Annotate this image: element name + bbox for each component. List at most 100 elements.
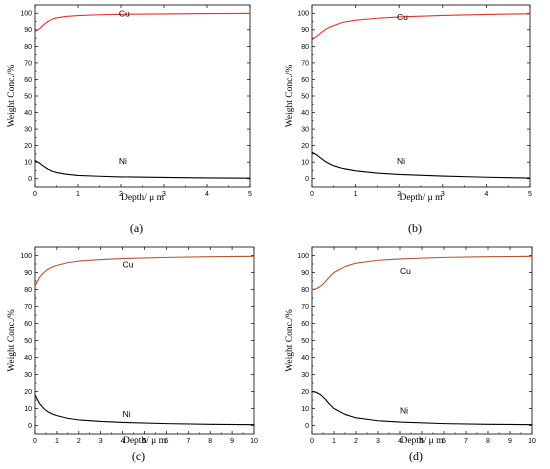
- y-tick-label: 10: [301, 160, 309, 167]
- y-tick-label: 80: [301, 287, 309, 294]
- series-label-ni: Ni: [397, 156, 405, 166]
- x-tick-label: 4: [121, 438, 125, 445]
- series-line-ni: [34, 159, 251, 179]
- y-tick-label: 0: [28, 176, 32, 183]
- series-label-cu: Cu: [119, 9, 130, 19]
- x-tick-label: 0: [33, 191, 37, 198]
- series-label-ni: Ni: [400, 406, 408, 416]
- y-tick-label: 90: [24, 270, 32, 277]
- y-tick-label: 100: [297, 11, 309, 18]
- y-tick-label: 100: [20, 11, 32, 18]
- y-tick-label: 50: [24, 338, 32, 345]
- y-tick-label: 0: [305, 176, 309, 183]
- y-tick-label: 40: [24, 110, 32, 117]
- y-tick-label: 20: [301, 389, 309, 396]
- x-axis-label: Depth/ μ m: [123, 436, 167, 446]
- y-tick-label: 0: [305, 423, 309, 430]
- y-tick-label: 10: [24, 406, 32, 413]
- x-tick-label: 0: [310, 438, 314, 445]
- series-line-cu: [34, 12, 251, 33]
- series-label-cu: Cu: [397, 12, 408, 22]
- y-tick-label: 70: [301, 60, 309, 67]
- y-tick-label: 60: [24, 321, 32, 328]
- x-tick-label: 5: [143, 438, 147, 445]
- x-tick-label: 5: [528, 191, 532, 198]
- x-tick-label: 4: [205, 191, 209, 198]
- x-tick-label: 6: [164, 438, 168, 445]
- x-axis-label: Depth/ μ m: [399, 193, 443, 203]
- x-tick-label: 2: [397, 191, 401, 198]
- y-tick-label: 20: [301, 143, 309, 150]
- x-tick-label: 3: [441, 191, 445, 198]
- y-tick-label: 70: [24, 304, 32, 311]
- y-tick-label: 30: [24, 372, 32, 379]
- x-tick-label: 7: [186, 438, 190, 445]
- series-line-cu: [311, 255, 533, 291]
- y-tick-label: 80: [24, 287, 32, 294]
- y-tick-label: 0: [28, 423, 32, 430]
- y-tick-label: 60: [301, 77, 309, 84]
- series-label-ni: Ni: [123, 409, 131, 419]
- y-tick-label: 60: [301, 321, 309, 328]
- x-tick-label: 7: [464, 438, 468, 445]
- panel-label: (a): [130, 221, 143, 235]
- x-tick-label: 6: [442, 438, 446, 445]
- y-tick-label: 80: [24, 44, 32, 51]
- series-line-cu: [34, 255, 255, 287]
- y-tick-label: 30: [301, 372, 309, 379]
- series-line-ni: [34, 394, 255, 426]
- y-tick-label: 30: [24, 126, 32, 133]
- x-tick-label: 5: [248, 191, 252, 198]
- y-tick-label: 90: [301, 270, 309, 277]
- chart-panel-c: 0 1 2 3 4 5 6 7 8 9 100102030405060708090100CuNiDe…: [7, 246, 258, 463]
- x-tick-label: 2: [354, 438, 358, 445]
- y-tick-label: 90: [301, 27, 309, 34]
- y-tick-label: 40: [301, 110, 309, 117]
- y-tick-label: 20: [24, 389, 32, 396]
- y-axis-label: Weight Conc./%: [7, 309, 17, 372]
- x-tick-label: 3: [376, 438, 380, 445]
- y-tick-label: 80: [301, 44, 309, 51]
- series-label-cu: Cu: [123, 259, 134, 269]
- x-axis-label: Depth/ μ m: [400, 436, 444, 446]
- y-tick-label: 70: [301, 304, 309, 311]
- x-tick-label: 9: [230, 438, 234, 445]
- y-axis-label: Weight Conc./%: [285, 65, 295, 128]
- y-tick-label: 90: [24, 27, 32, 34]
- series-line-cu: [311, 13, 531, 41]
- panel-label: (c): [132, 449, 145, 463]
- x-tick-label: 9: [508, 438, 512, 445]
- y-tick-label: 60: [24, 77, 32, 84]
- x-tick-label: 5: [420, 438, 424, 445]
- x-tick-label: 2: [119, 191, 123, 198]
- plot-frame: [34, 4, 251, 188]
- x-axis-label: Depth/ μ m: [121, 193, 165, 203]
- x-tick-label: 10: [528, 438, 536, 445]
- x-tick-label: 1: [354, 191, 358, 198]
- y-tick-label: 50: [301, 338, 309, 345]
- plot-frame: [311, 246, 533, 435]
- x-tick-label: 1: [55, 438, 59, 445]
- x-tick-label: 10: [250, 438, 258, 445]
- y-tick-label: 40: [301, 355, 309, 362]
- y-tick-label: 10: [301, 406, 309, 413]
- x-tick-label: 0: [33, 438, 37, 445]
- x-tick-label: 4: [484, 191, 488, 198]
- panel-label: (b): [408, 221, 422, 235]
- plot-frame: [311, 4, 531, 188]
- x-tick-label: 8: [208, 438, 212, 445]
- y-tick-label: 50: [301, 93, 309, 100]
- x-tick-label: 8: [486, 438, 490, 445]
- x-tick-label: 4: [398, 438, 402, 445]
- x-tick-label: 0: [310, 191, 314, 198]
- y-axis-label: Weight Conc./%: [7, 65, 17, 128]
- y-tick-label: 30: [301, 126, 309, 133]
- x-tick-label: 2: [77, 438, 81, 445]
- y-tick-label: 40: [24, 355, 32, 362]
- series-line-ni: [311, 151, 531, 179]
- y-axis-label: Weight Conc./%: [285, 309, 295, 372]
- panel-label: (d): [409, 449, 423, 463]
- x-tick-label: 1: [76, 191, 80, 198]
